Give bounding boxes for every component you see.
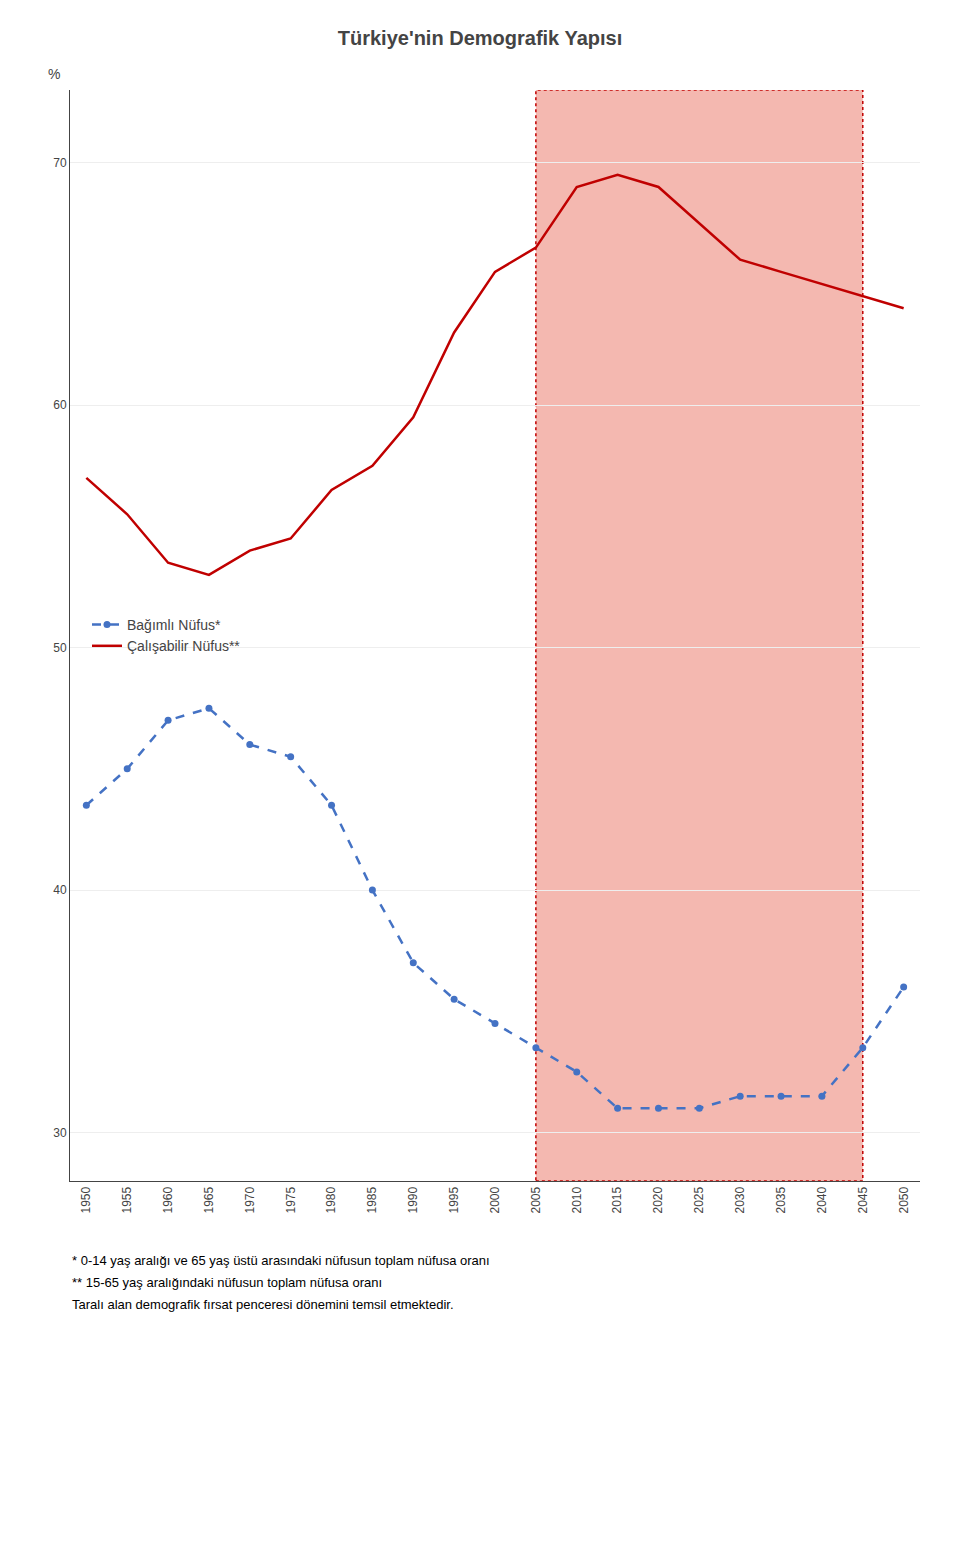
- svg-text:1990: 1990: [406, 1186, 420, 1213]
- svg-text:2030: 2030: [733, 1186, 747, 1213]
- svg-text:2005: 2005: [529, 1186, 543, 1213]
- svg-text:2045: 2045: [856, 1186, 870, 1213]
- svg-text:1970: 1970: [243, 1186, 257, 1213]
- svg-text:2000: 2000: [488, 1186, 502, 1213]
- svg-text:%: %: [48, 66, 60, 82]
- svg-text:Taralı alan demografik fırsat: Taralı alan demografik fırsat penceresi …: [72, 1297, 454, 1312]
- svg-text:1950: 1950: [79, 1186, 93, 1213]
- svg-text:70: 70: [53, 156, 67, 170]
- svg-text:1960: 1960: [161, 1186, 175, 1213]
- svg-text:1965: 1965: [202, 1186, 216, 1213]
- svg-text:60: 60: [53, 398, 67, 412]
- svg-text:1955: 1955: [120, 1186, 134, 1213]
- svg-text:Çalışabilir Nüfus**: Çalışabilir Nüfus**: [127, 638, 240, 654]
- svg-text:30: 30: [53, 1126, 67, 1140]
- svg-text:Bağımlı Nüfus*: Bağımlı Nüfus*: [127, 617, 221, 633]
- svg-text:50: 50: [53, 641, 67, 655]
- svg-text:1975: 1975: [284, 1186, 298, 1213]
- svg-text:Türkiye'nin Demografik Yapısı: Türkiye'nin Demografik Yapısı: [338, 27, 622, 49]
- svg-text:2015: 2015: [611, 1186, 625, 1213]
- svg-text:2035: 2035: [774, 1186, 788, 1213]
- svg-text:** 15-65 yaş aralığındaki nüfu: ** 15-65 yaş aralığındaki nüfusun toplam…: [72, 1275, 382, 1290]
- svg-text:1985: 1985: [365, 1186, 379, 1213]
- svg-text:2010: 2010: [570, 1186, 584, 1213]
- svg-text:2025: 2025: [692, 1186, 706, 1213]
- svg-text:40: 40: [53, 883, 67, 897]
- svg-text:1995: 1995: [447, 1186, 461, 1213]
- svg-text:2040: 2040: [815, 1186, 829, 1213]
- svg-text:* 0-14 yaş aralığı ve 65 yaş ü: * 0-14 yaş aralığı ve 65 yaş üstü arasın…: [72, 1253, 490, 1268]
- svg-text:1980: 1980: [324, 1186, 338, 1213]
- svg-text:2020: 2020: [651, 1186, 665, 1213]
- svg-text:2050: 2050: [897, 1186, 911, 1213]
